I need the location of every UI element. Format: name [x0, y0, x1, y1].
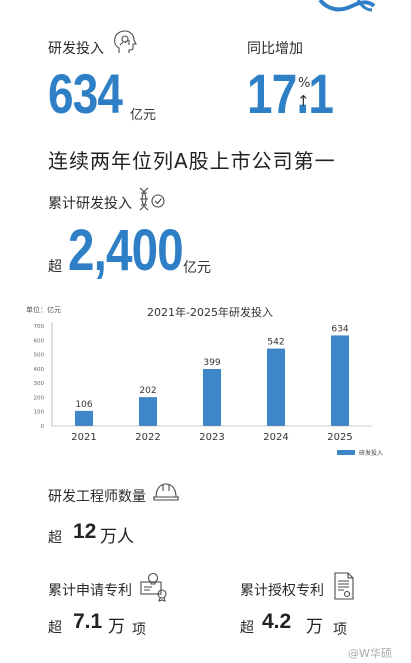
- legend-swatch: [337, 450, 355, 455]
- patent-applications-unit: 万: [108, 617, 125, 637]
- rd-investment-chart: 单位：亿元 2021年-2025年研发投入 0 100 200 300 400 500 60…: [26, 305, 383, 457]
- document-seal-icon: [334, 572, 354, 600]
- lightbulb-certificate-icon: [140, 572, 167, 602]
- cumulative-rd-label: 累计研发投入: [48, 196, 132, 212]
- yoy-growth-value: 17.1: [247, 62, 334, 125]
- bar-value-label: 202: [139, 386, 156, 396]
- yoy-growth-label: 同比增加: [247, 41, 303, 57]
- head-gear-icon: [114, 30, 137, 53]
- cumulative-rd-unit: 亿元: [183, 260, 211, 276]
- chart-unit-label: 单位：亿元: [26, 305, 61, 314]
- patents-granted-label: 累计授权专利: [240, 583, 324, 599]
- headline: 连续两年位列A股上市公司第一: [48, 149, 336, 173]
- bar-value-label: 106: [75, 400, 92, 410]
- y-tick-label: 300: [34, 381, 45, 387]
- x-tick-label: 2025: [327, 432, 352, 443]
- bar: [75, 410, 93, 426]
- patent-applications-prefix: 超: [48, 620, 62, 636]
- x-tick-label: 2024: [263, 432, 288, 443]
- patent-applications-label: 累计申请专利: [48, 583, 132, 599]
- y-tick-label: 200: [34, 395, 45, 401]
- y-tick-label: 700: [34, 324, 45, 330]
- yoy-growth-unit: %: [298, 76, 311, 91]
- engineers-label: 研发工程师数量: [48, 489, 146, 505]
- y-axis: 0 100 200 300 400 500 600 700: [34, 322, 53, 430]
- bar: [203, 369, 221, 426]
- y-tick-label: 400: [34, 367, 45, 373]
- engineers-value: 12: [73, 520, 97, 543]
- y-tick-label: 100: [34, 410, 45, 416]
- patents-granted-prefix: 超: [240, 620, 254, 636]
- patents-granted-unit: 万: [306, 617, 323, 637]
- watermark: @W华硕: [348, 647, 392, 660]
- up-arrow-icon: ↑: [297, 92, 310, 110]
- rd-investment-value: 634: [48, 62, 123, 125]
- chart-legend: 研发投入: [337, 449, 383, 457]
- x-axis: 2021 2022 2023 2024 2025: [52, 425, 372, 443]
- y-tick-label: 0: [41, 424, 45, 430]
- rd-investment-unit: 亿元: [130, 108, 157, 123]
- bar: [331, 335, 349, 426]
- bars: 106 202 399 542 634: [75, 324, 349, 426]
- decorative-swoosh: [318, 0, 376, 12]
- patent-applications-unit-suffix: 项: [132, 622, 146, 638]
- x-tick-label: 2023: [199, 432, 224, 443]
- hard-hat-icon: [153, 483, 179, 501]
- cumulative-rd-prefix: 超: [48, 259, 62, 275]
- y-tick-label: 600: [34, 338, 45, 344]
- bar-value-label: 399: [203, 358, 220, 368]
- cumulative-rd-value: 2,400: [68, 218, 184, 283]
- engineers-prefix: 超: [48, 530, 62, 546]
- bar-value-label: 634: [331, 324, 348, 334]
- x-tick-label: 2021: [71, 432, 96, 443]
- bar: [139, 397, 157, 426]
- dna-check-icon: [139, 187, 165, 211]
- patents-granted-value: 4.2: [262, 610, 292, 633]
- engineers-unit: 万人: [100, 527, 134, 547]
- bar-value-label: 542: [267, 338, 284, 348]
- x-tick-label: 2022: [135, 432, 160, 443]
- bar: [267, 348, 285, 426]
- patent-applications-value: 7.1: [73, 610, 103, 633]
- chart-title: 2021年-2025年研发投入: [147, 305, 273, 319]
- legend-label: 研发投入: [359, 449, 383, 457]
- rd-investment-label: 研发投入: [48, 41, 104, 57]
- y-tick-label: 500: [34, 353, 45, 359]
- patents-granted-unit-suffix: 项: [333, 622, 347, 638]
